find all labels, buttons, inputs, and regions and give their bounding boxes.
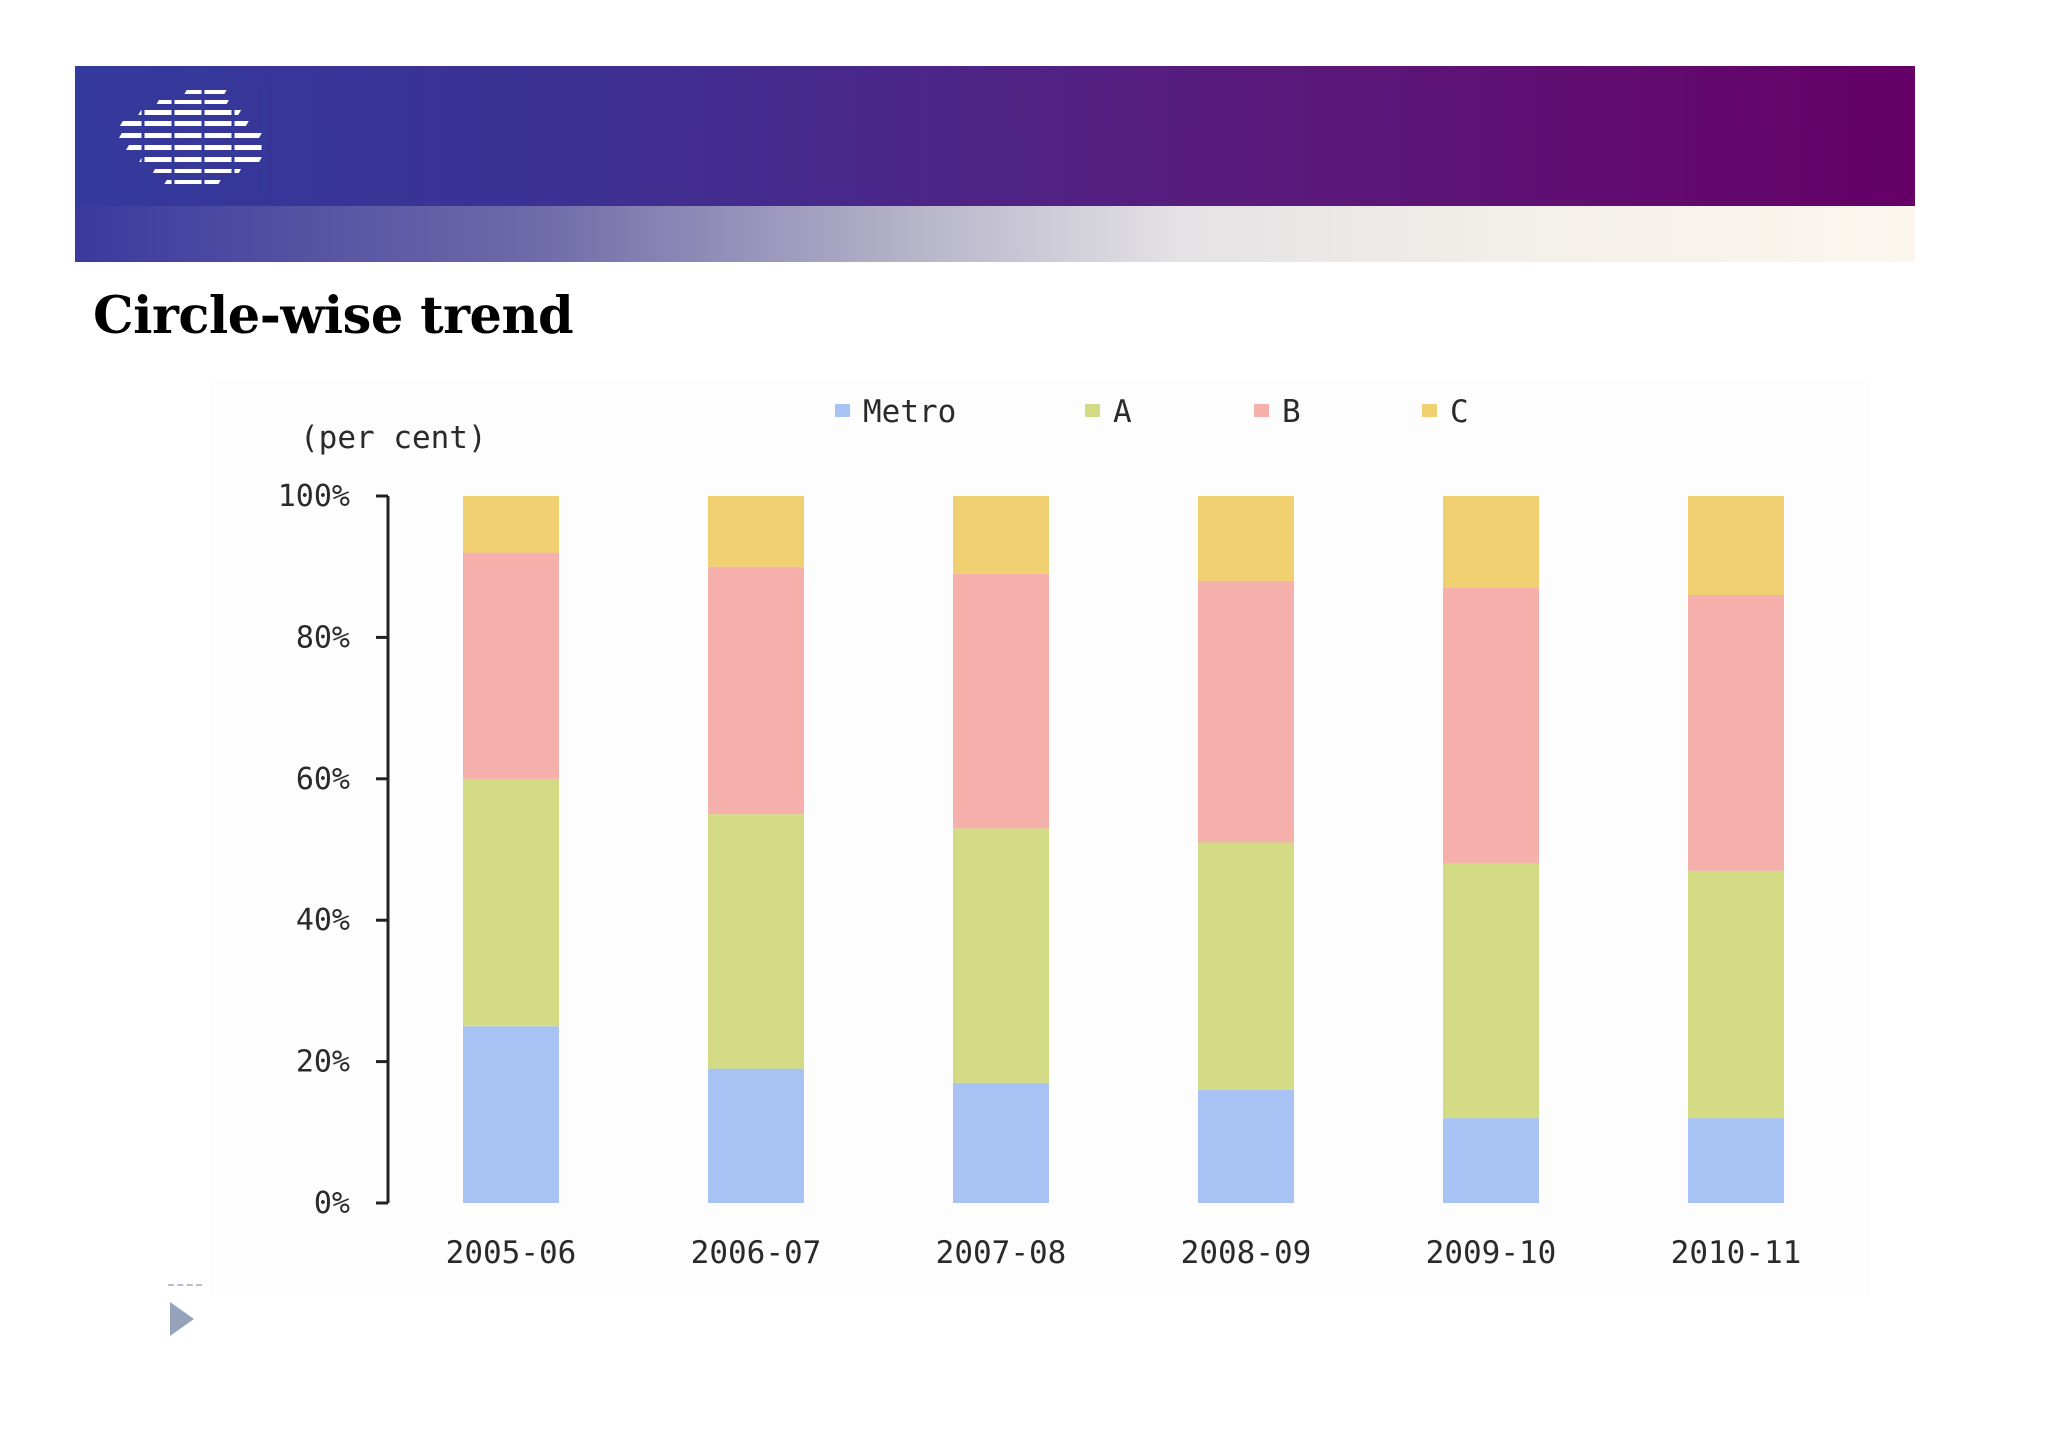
x-tick-label: 2006-07 bbox=[691, 1235, 822, 1271]
legend-swatch-metro bbox=[835, 404, 850, 417]
bar-segment-c bbox=[463, 496, 559, 553]
header-banner bbox=[75, 66, 1915, 262]
bar-segment-c bbox=[1443, 496, 1539, 588]
triangle-bullet-icon bbox=[170, 1302, 194, 1336]
bar-segment-a bbox=[463, 778, 559, 1027]
chart-axes: 0% 20% 40% 60% 80% 100% bbox=[278, 479, 390, 1221]
slide-title: Circle-wise trend bbox=[93, 286, 574, 346]
slide-divider bbox=[168, 1284, 202, 1286]
legend-label-c: C bbox=[1450, 394, 1469, 430]
y-tick-label: 20% bbox=[296, 1045, 350, 1080]
x-tick-label: 2010-11 bbox=[1671, 1235, 1802, 1271]
bar-segment-b bbox=[1688, 594, 1784, 871]
x-tick-label: 2008-09 bbox=[1181, 1235, 1312, 1271]
bar-segment-a bbox=[1688, 870, 1784, 1119]
bar-segment-a bbox=[1443, 863, 1539, 1119]
bar-segment-a bbox=[1198, 842, 1294, 1090]
y-tick-label: 60% bbox=[296, 762, 350, 797]
striped-logo-icon bbox=[118, 86, 265, 194]
y-tick-label: 40% bbox=[296, 903, 350, 938]
y-tick-label: 0% bbox=[314, 1186, 350, 1221]
bar-segment-metro bbox=[708, 1068, 804, 1203]
x-tick-label: 2009-10 bbox=[1426, 1235, 1557, 1271]
legend-label-b: B bbox=[1282, 394, 1301, 430]
chart-legend: Metro A B C bbox=[835, 394, 1469, 430]
y-axis-label: (per cent) bbox=[300, 420, 487, 456]
legend-label-a: A bbox=[1113, 394, 1132, 430]
bar-segment-c bbox=[953, 496, 1049, 574]
x-axis-tick-labels: 2005-06 2006-07 2007-08 2008-09 2009-10 2010-… bbox=[446, 1235, 1802, 1271]
legend-swatch-a bbox=[1085, 404, 1100, 417]
bar-segment-b bbox=[463, 552, 559, 779]
bar-segment-metro bbox=[1688, 1118, 1784, 1203]
bar-segment-metro bbox=[1443, 1118, 1539, 1203]
bar-segment-b bbox=[953, 573, 1049, 829]
bar-segment-metro bbox=[1198, 1089, 1294, 1203]
x-tick-label: 2005-06 bbox=[446, 1235, 577, 1271]
bar-segment-b bbox=[708, 566, 804, 815]
bar-segment-a bbox=[953, 828, 1049, 1083]
bar-segment-metro bbox=[953, 1082, 1049, 1203]
banner-gradient-top bbox=[75, 66, 1915, 206]
bar-segment-b bbox=[1443, 587, 1539, 864]
bar-segment-b bbox=[1198, 580, 1294, 843]
bar-segment-a bbox=[708, 814, 804, 1069]
bar-segment-c bbox=[1688, 496, 1784, 595]
legend-swatch-c bbox=[1422, 404, 1437, 417]
legend-label-metro: Metro bbox=[863, 394, 956, 430]
banner-gradient-bottom bbox=[75, 206, 1915, 262]
bar-segment-metro bbox=[463, 1026, 559, 1203]
bar-segment-c bbox=[708, 496, 804, 567]
x-tick-label: 2007-08 bbox=[936, 1235, 1067, 1271]
chart-bars bbox=[463, 496, 1784, 1203]
y-tick-label: 100% bbox=[278, 479, 350, 514]
y-tick-label: 80% bbox=[296, 620, 350, 655]
bar-segment-c bbox=[1198, 496, 1294, 581]
legend-swatch-b bbox=[1254, 404, 1269, 417]
